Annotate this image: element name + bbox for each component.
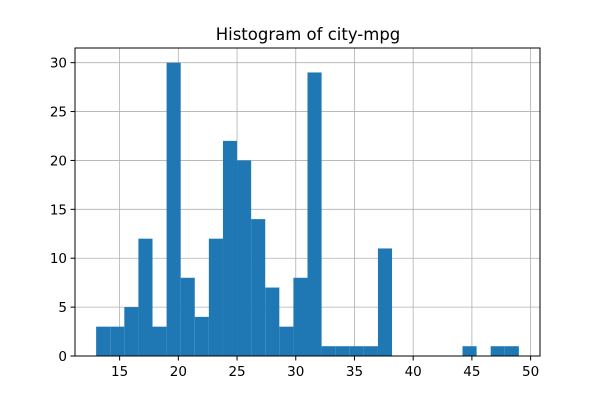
histogram-bar	[166, 62, 181, 357]
x-tick-label: 45	[463, 364, 480, 380]
y-tick-label: 5	[58, 300, 67, 316]
histogram-bar	[349, 346, 364, 356]
y-tick-label: 20	[50, 153, 67, 169]
histogram-bars	[96, 62, 519, 357]
histogram-bar	[124, 307, 139, 356]
histogram-bar	[293, 277, 308, 356]
y-tick-label: 15	[50, 202, 67, 218]
x-tick-label: 20	[170, 364, 187, 380]
histogram-bar	[504, 346, 519, 356]
x-tick-label: 30	[287, 364, 304, 380]
axes	[74, 47, 541, 357]
plot-frame	[74, 47, 541, 357]
x-tick-label: 40	[405, 364, 422, 380]
histogram-bar	[363, 346, 378, 356]
y-tick-label: 25	[50, 105, 67, 121]
histogram-bar	[265, 287, 280, 356]
histogram-bar	[335, 346, 350, 356]
histogram-bar	[110, 326, 125, 356]
histogram-bar	[251, 219, 266, 356]
x-tick-label: 35	[346, 364, 363, 380]
histogram-bar	[462, 346, 477, 356]
y-tick-label: 30	[50, 56, 67, 72]
histogram-bar	[138, 238, 153, 356]
histogram-bar	[208, 238, 223, 356]
histogram-bar	[194, 316, 209, 356]
histogram-bar	[279, 326, 294, 356]
x-tick-label: 50	[522, 364, 539, 380]
x-tick-label: 15	[111, 364, 128, 380]
x-tick-label: 25	[228, 364, 245, 380]
histogram-bar	[490, 346, 505, 356]
histogram-bar	[96, 326, 111, 356]
histogram-bar	[307, 72, 322, 356]
histogram-bar	[180, 277, 195, 356]
histogram-bar	[152, 326, 167, 356]
histogram-bar	[377, 248, 393, 356]
histogram-bar	[321, 346, 336, 356]
histogram-bar	[222, 140, 238, 356]
y-tick-label: 10	[50, 251, 67, 267]
y-tick-label: 0	[58, 349, 67, 365]
tick-marks-and-labels: 15 20 25 30 35 40 45 50 0 5 10 15 20 25 30	[50, 56, 539, 380]
chart-title: Histogram of city-mpg	[216, 25, 401, 44]
histogram-bar	[237, 160, 252, 356]
